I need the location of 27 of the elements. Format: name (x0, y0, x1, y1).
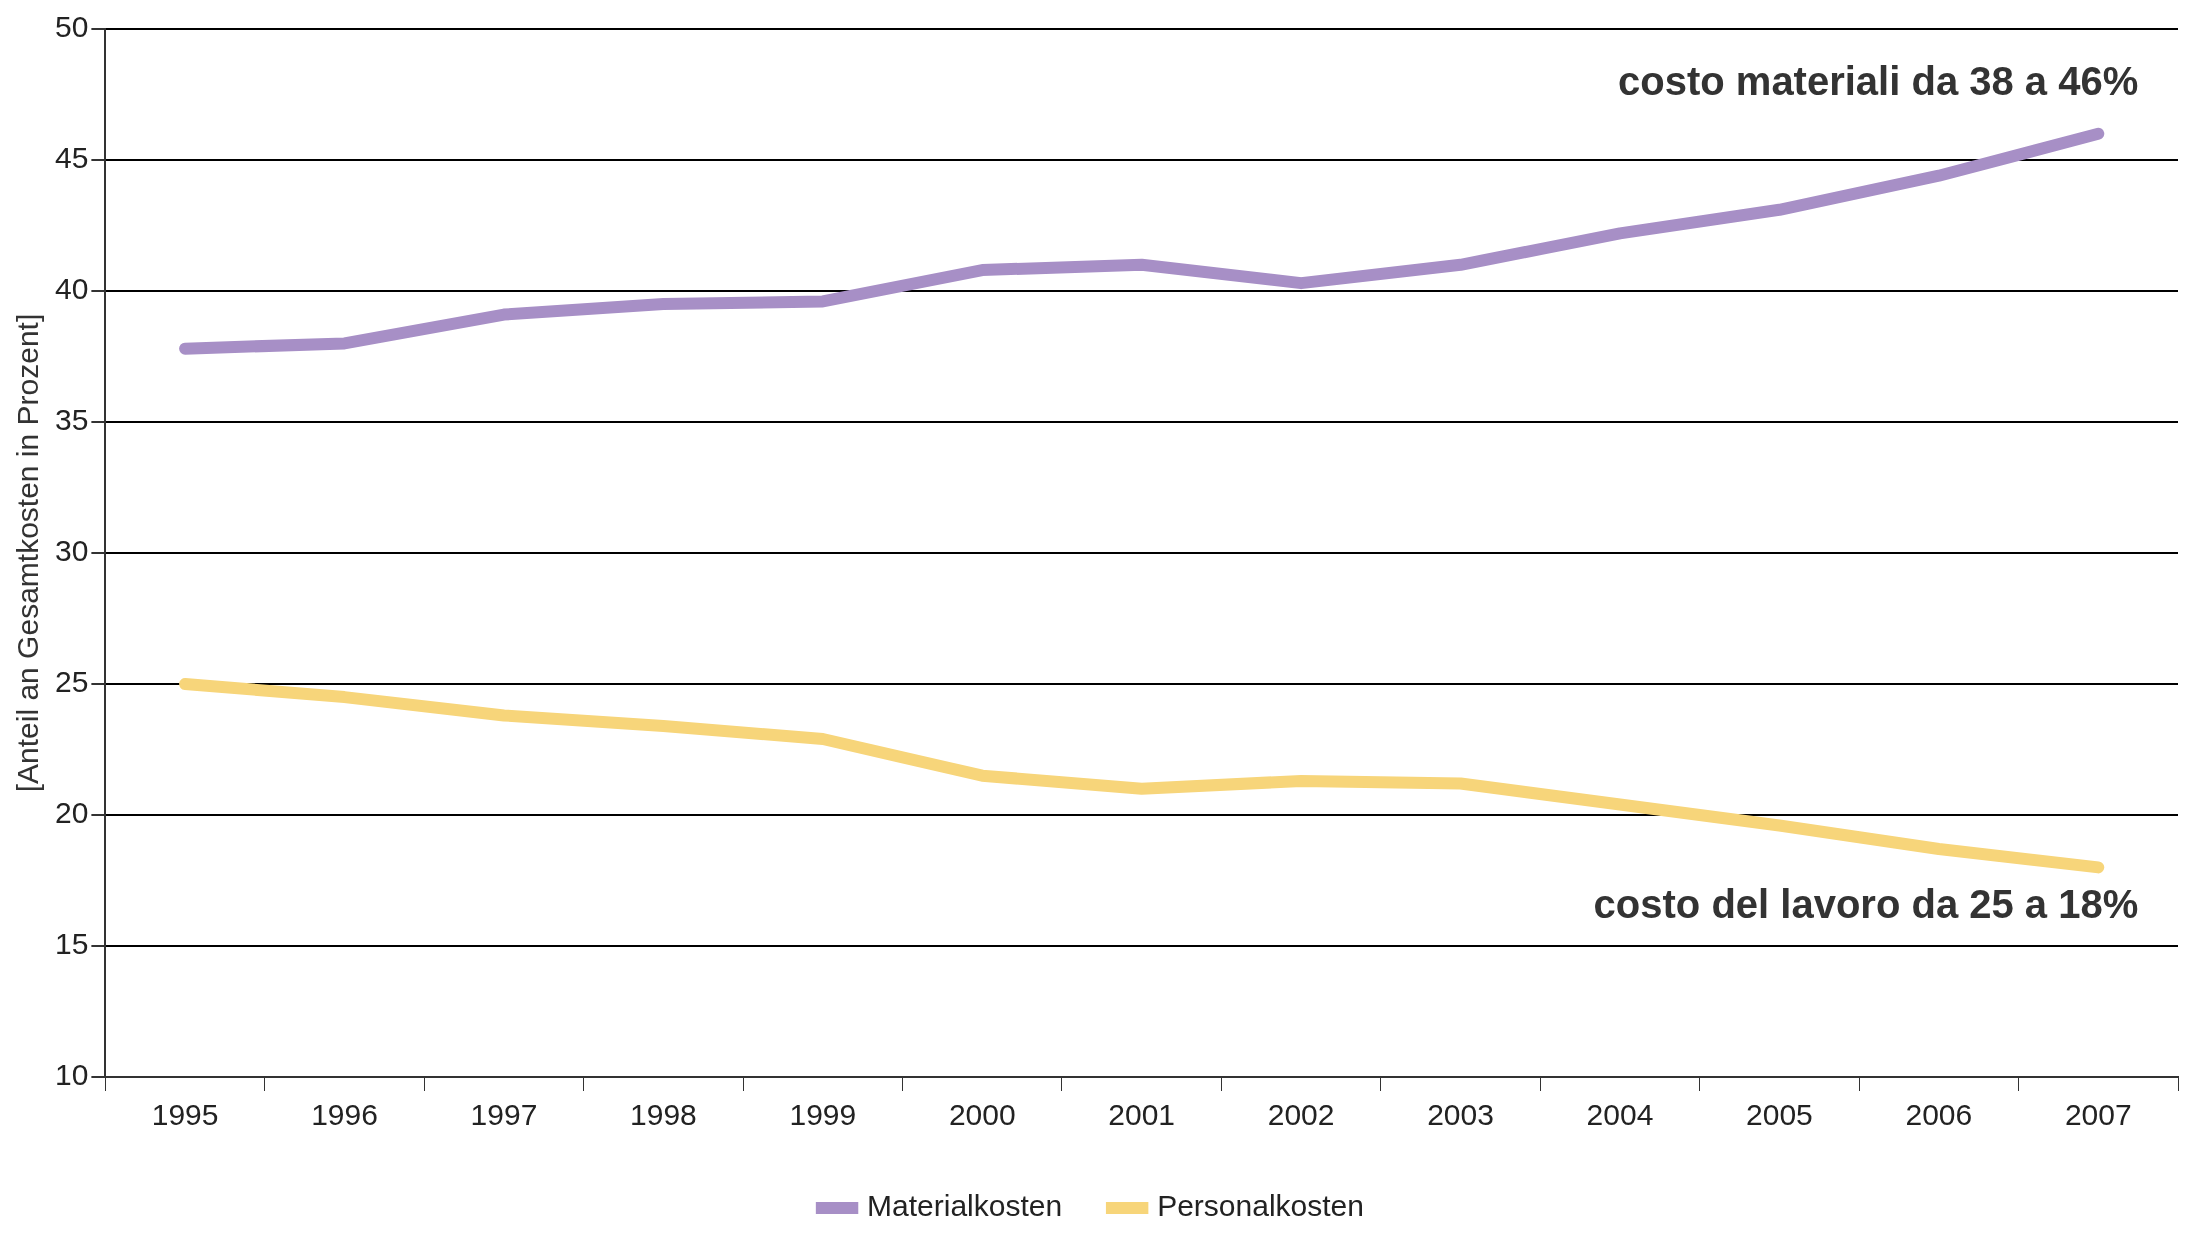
x-tick-label: 2007 (2064, 1098, 2132, 1132)
y-tick-label: 30 (54, 534, 89, 568)
y-tick-label: 45 (54, 141, 89, 175)
x-tick-label: 1999 (789, 1098, 857, 1132)
annotation: costo del lavoro da 25 a 18% (1593, 882, 2139, 927)
legend-label: Materialkosten (867, 1189, 1063, 1223)
y-tick-label: 35 (54, 403, 89, 437)
y-tick-label: 20 (54, 796, 89, 830)
x-tick-label: 1996 (311, 1098, 378, 1132)
y-tick-label: 15 (54, 927, 89, 961)
y-tick-label: 25 (54, 665, 89, 699)
x-tick-label: 2004 (1586, 1098, 1654, 1132)
x-tick-label: 1995 (151, 1098, 219, 1132)
y-axis-title: [Anteil an Gesamtkosten in Prozent] (11, 313, 45, 793)
x-tick-label: 2000 (948, 1098, 1016, 1132)
x-tick-label: 2003 (1427, 1098, 1494, 1132)
x-tick-label: 1997 (470, 1098, 538, 1132)
legend-label: Personalkosten (1157, 1189, 1364, 1223)
y-tick-label: 10 (54, 1058, 89, 1092)
x-tick-label: 2001 (1108, 1098, 1176, 1132)
x-tick-label: 2006 (1905, 1098, 1973, 1132)
x-tick-label: 2005 (1746, 1098, 1813, 1132)
y-tick-label: 40 (54, 272, 89, 306)
annotation: costo materiali da 38 a 46% (1618, 58, 2139, 103)
y-tick-label: 50 (54, 10, 89, 44)
x-tick-label: 1998 (630, 1098, 697, 1132)
x-tick-label: 2002 (1267, 1098, 1335, 1132)
